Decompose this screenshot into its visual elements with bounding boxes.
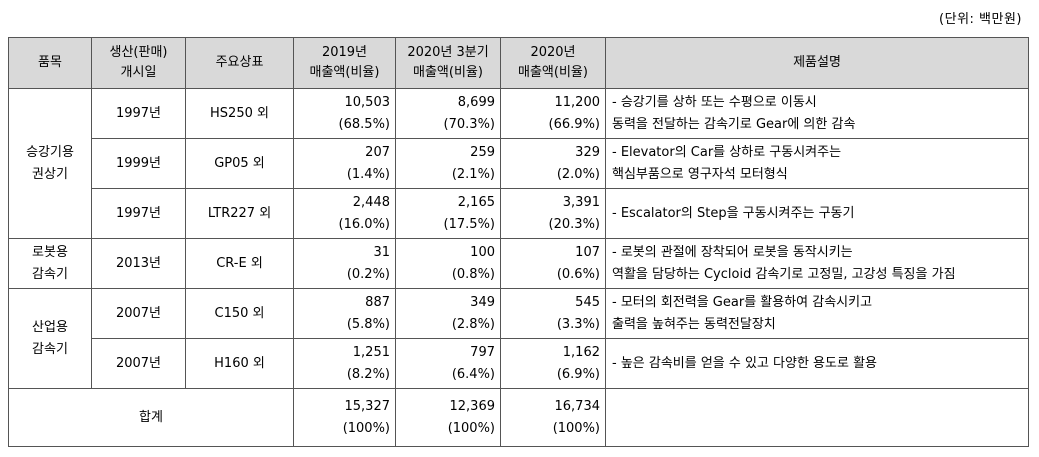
sales-2020q3-cell: 100 (0.8%) <box>395 238 501 289</box>
start-year-cell: 2007년 <box>91 288 186 339</box>
sales-2020q3-cell: 2,165 (17.5%) <box>395 188 501 239</box>
brand-cell: HS250 외 <box>185 88 294 139</box>
sales-2020-cell: 545 (3.3%) <box>500 288 606 339</box>
start-year-cell: 2013년 <box>91 238 186 289</box>
header-sales-2020q3: 2020년 3분기 매출액(비율) <box>395 37 501 89</box>
sales-2019-cell: 10,503 (68.5%) <box>293 88 396 139</box>
table-row: 산업용 감속기 2007년 C150 외 887 (5.8%) 349 (2.8%) … <box>8 288 1029 389</box>
header-item: 품목 <box>8 37 92 89</box>
sales-2020q3-cell: 8,699 (70.3%) <box>395 88 501 139</box>
description-cell: - 승강기를 상하 또는 수평으로 이동시 동력을 전달하는 감속기로 Gear에… <box>605 88 1029 139</box>
header-sales-2019: 2019년 매출액(비율) <box>293 37 396 89</box>
total-label: 합계 <box>8 388 294 447</box>
header-description: 제품설명 <box>605 37 1029 89</box>
sales-2020q3-cell: 259 (2.1%) <box>395 138 501 189</box>
sales-2019-cell: 887 (5.8%) <box>293 288 396 339</box>
sales-2020-cell: 329 (2.0%) <box>500 138 606 189</box>
start-year-cell: 1999년 <box>91 138 186 189</box>
header-start-year: 생산(판매) 개시일 <box>91 37 186 89</box>
start-year-cell: 1997년 <box>91 188 186 239</box>
description-cell: - Elevator의 Car를 상하로 구동시켜주는 핵심부품으로 영구자석 모… <box>605 138 1029 189</box>
description-cell: - 높은 감속비를 얻을 수 있고 다양한 용도로 활용 <box>605 338 1029 389</box>
header-row: 품목 생산(판매) 개시일 주요상표 2019년 매출액(비율) 2020년 3분기… <box>8 37 1029 89</box>
total-description-cell <box>605 388 1029 447</box>
sales-2019-cell: 2,448 (16.0%) <box>293 188 396 239</box>
brand-cell: H160 외 <box>185 338 294 389</box>
table-row: 1997년 LTR227 외 2,448 (16.0%) 2,165 (17.5%)… <box>9 188 1029 239</box>
description-cell: - 로봇의 관절에 장착되어 로봇을 동작시키는 역활을 담당하는 Cycloid… <box>605 238 1029 289</box>
sales-2019-cell: 207 (1.4%) <box>293 138 396 189</box>
description-cell: - 모터의 회전력을 Gear를 활용하여 감속시키고 출력을 높혀주는 동력전달… <box>605 288 1029 339</box>
start-year-cell: 1997년 <box>91 88 186 139</box>
description-cell: - Escalator의 Step을 구동시켜주는 구동기 <box>605 188 1029 239</box>
total-2019-cell: 15,327 (100%) <box>293 388 396 447</box>
brand-cell: CR-E 외 <box>185 238 294 289</box>
brand-cell: LTR227 외 <box>185 188 294 239</box>
product-sales-table: 품목 생산(판매) 개시일 주요상표 2019년 매출액(비율) 2020년 3분기… <box>8 37 1029 447</box>
item-cell: 승강기용 권상기 <box>8 88 92 239</box>
brand-cell: GP05 외 <box>185 138 294 189</box>
unit-label: (단위: 백만원) <box>939 12 1022 27</box>
sales-2020-cell: 1,162 (6.9%) <box>500 338 606 389</box>
table-row: 2007년 H160 외 1,251 (8.2%) 797 (6.4%) 1,162… <box>9 338 1029 389</box>
sales-2019-cell: 31 (0.2%) <box>293 238 396 289</box>
table-row: 로봇용 감속기 2013년 CR-E 외 31 (0.2%) 100 (0.8%) 1… <box>8 238 1029 289</box>
sales-2020-cell: 107 (0.6%) <box>500 238 606 289</box>
item-cell: 산업용 감속기 <box>8 288 92 389</box>
header-sales-2020: 2020년 매출액(비율) <box>500 37 606 89</box>
brand-cell: C150 외 <box>185 288 294 339</box>
sales-2020q3-cell: 349 (2.8%) <box>395 288 501 339</box>
table-row: 1999년 GP05 외 207 (1.4%) 259 (2.1%) 329 (2.0… <box>9 138 1029 189</box>
start-year-cell: 2007년 <box>91 338 186 389</box>
sales-2020-cell: 11,200 (66.9%) <box>500 88 606 139</box>
header-brand: 주요상표 <box>185 37 294 89</box>
item-cell: 로봇용 감속기 <box>8 238 92 289</box>
sales-2020q3-cell: 797 (6.4%) <box>395 338 501 389</box>
total-row: 합계 15,327 (100%) 12,369 (100%) 16,734 (100%… <box>8 388 1029 447</box>
total-2020-cell: 16,734 (100%) <box>500 388 606 447</box>
sales-2019-cell: 1,251 (8.2%) <box>293 338 396 389</box>
total-2020q3-cell: 12,369 (100%) <box>395 388 501 447</box>
table-row: 승강기용 권상기 1997년 HS250 외 10,503 (68.5%) 8,69… <box>8 88 1029 239</box>
sales-2020-cell: 3,391 (20.3%) <box>500 188 606 239</box>
